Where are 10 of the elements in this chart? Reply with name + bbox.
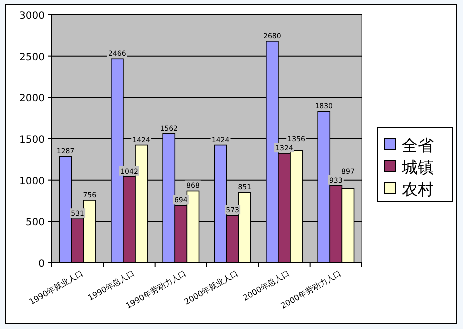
y-tick-label: 0 bbox=[38, 259, 45, 270]
y-tick-label: 1000 bbox=[20, 176, 45, 188]
y-tick-label: 1500 bbox=[20, 135, 45, 146]
legend-label: 城镇 bbox=[401, 158, 434, 177]
y-tick-label: 3000 bbox=[20, 11, 45, 22]
legend-label: 农村 bbox=[402, 180, 434, 199]
y-tick-label: 2000 bbox=[20, 94, 45, 105]
y-tick-label: 2500 bbox=[20, 52, 45, 64]
legend-label: 全省 bbox=[402, 136, 434, 155]
y-tick-label: 500 bbox=[26, 218, 45, 229]
